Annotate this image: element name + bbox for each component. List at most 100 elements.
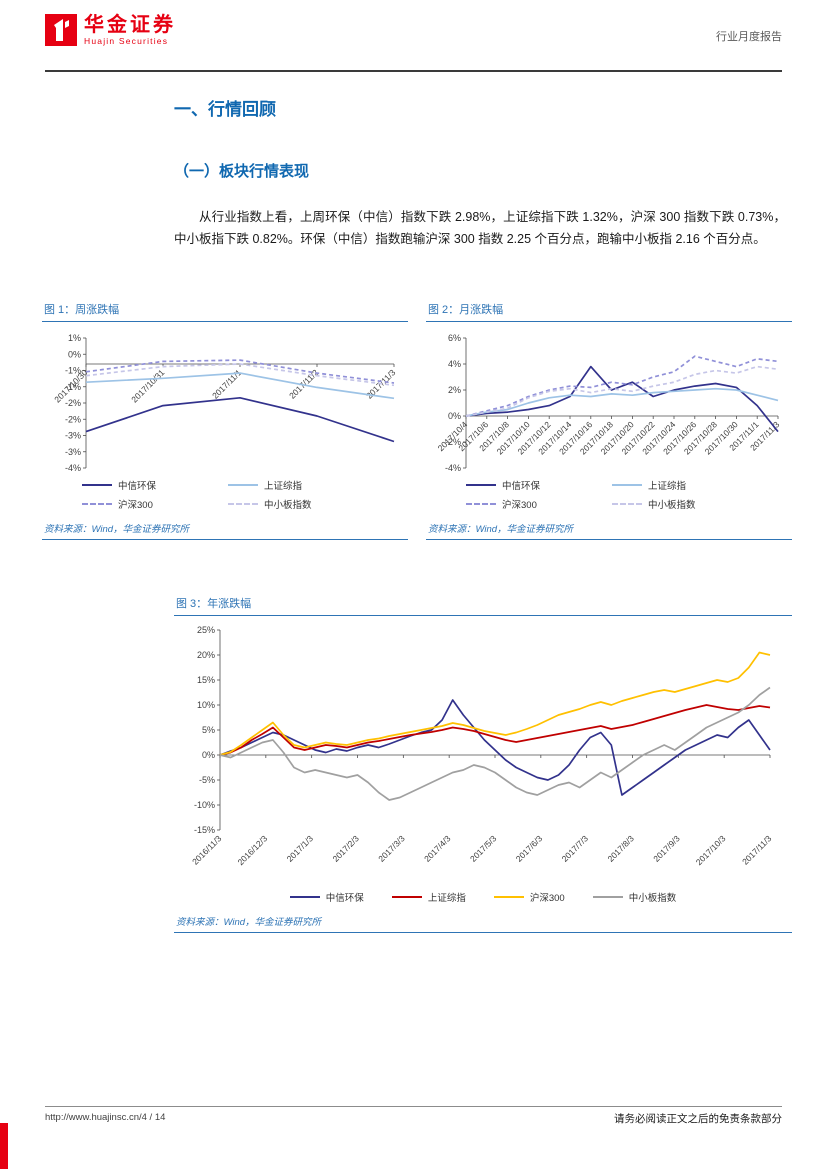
svg-text:-1%: -1% [65, 382, 81, 392]
svg-text:25%: 25% [197, 625, 215, 635]
legend-line-sample [592, 896, 623, 898]
svg-text:2017/11/1: 2017/11/1 [210, 367, 244, 401]
legend-label: 中信环保 [502, 481, 541, 492]
legend-line-sample [466, 484, 496, 486]
svg-text:-4%: -4% [65, 463, 81, 473]
legend-label: 中小板指数 [264, 500, 312, 511]
red-corner-bar [0, 1123, 8, 1169]
legend-item: 中小板指数 [592, 890, 676, 904]
svg-text:2017/7/3: 2017/7/3 [560, 833, 591, 864]
svg-text:2017/10/3: 2017/10/3 [694, 833, 728, 867]
legend-line-sample [612, 484, 642, 486]
legend-line-sample [466, 503, 496, 505]
figure-2-monthly-change: 图 2：月涨跌幅 6% 4% 2% 0% -2% -4% 2017/10/4 2017/10/… [426, 298, 792, 540]
brand-name-cn: 华金证券 [84, 14, 176, 36]
svg-text:-5%: -5% [199, 775, 215, 785]
huajin-logo: 华金证券 Huajin Securities [45, 14, 176, 46]
svg-text:2017/8/3: 2017/8/3 [605, 833, 636, 864]
svg-text:2017/9/3: 2017/9/3 [651, 833, 682, 864]
footer-url[interactable]: http://www.huajinsc.cn/4 / 14 [45, 1112, 166, 1123]
legend-label: 沪深300 [118, 500, 153, 511]
legend-line-sample [289, 896, 320, 898]
legend-label: 沪深300 [502, 500, 537, 511]
figure-3-title: 图 3：年涨跌幅 [174, 592, 792, 616]
legend-item: 中小板指数 [612, 497, 752, 511]
legend-item: 中信环保 [289, 890, 364, 904]
legend-label: 中信环保 [325, 893, 364, 904]
footer-disclaimer: 请务必阅读正文之后的免责条款部分 [614, 1113, 782, 1125]
svg-text:0%: 0% [448, 411, 461, 421]
figure-1-legend: 中信环保 上证综指沪深300 中小板指数 [82, 478, 368, 511]
legend-line-sample [82, 503, 112, 505]
section-title: 一、行情回顾 [174, 100, 276, 119]
yearly-change-chart: 25% 20% 15% 10% 5% 0% -5% -10% -15%2016/11/3 2016… [190, 625, 774, 867]
brand-text: 华金证券 Huajin Securities [84, 14, 176, 46]
legend-line-sample [82, 484, 112, 486]
legend-item: 沪深300 [82, 497, 222, 511]
huajin-logo-icon [45, 14, 77, 46]
page-header: 华金证券 Huajin Securities 行业月度报告 [45, 14, 782, 46]
svg-text:2017/4/3: 2017/4/3 [422, 833, 453, 864]
svg-text:2017/11/3: 2017/11/3 [740, 833, 774, 867]
subsection-title: （一）板块行情表现 [174, 163, 310, 180]
svg-text:2016/11/3: 2016/11/3 [190, 833, 224, 867]
svg-text:2017/5/3: 2017/5/3 [468, 833, 499, 864]
svg-text:2017/10/31: 2017/10/31 [129, 367, 166, 404]
header-divider [45, 70, 782, 72]
legend-line-sample [612, 503, 642, 505]
svg-text:15%: 15% [197, 675, 215, 685]
svg-text:-2%: -2% [65, 414, 81, 424]
legend-item: 上证综指 [228, 478, 368, 492]
svg-text:2016/12/3: 2016/12/3 [235, 833, 269, 867]
svg-text:10%: 10% [197, 700, 215, 710]
svg-text:2%: 2% [448, 385, 461, 395]
footer-divider [45, 1106, 782, 1107]
figure-1-weekly-change: 图 1：周涨跌幅 1% 0% -1% -1% -2% -2% -3% -3% -4% 2017/1… [42, 298, 408, 540]
legend-label: 上证综指 [427, 893, 466, 904]
svg-text:6%: 6% [448, 333, 461, 343]
body-paragraph: 从行业指数上看，上周环保（中信）指数下跌 2.98%，上证综指下跌 1.32%，… [174, 210, 786, 246]
figure-2-legend: 中信环保 上证综指沪深300 中小板指数 [466, 478, 752, 511]
legend-item: 上证综指 [391, 890, 466, 904]
svg-text:2017/6/3: 2017/6/3 [514, 833, 545, 864]
svg-text:2017/1/3: 2017/1/3 [285, 833, 316, 864]
figure-1-title: 图 1：周涨跌幅 [42, 298, 408, 322]
svg-text:-2%: -2% [65, 398, 81, 408]
svg-text:-4%: -4% [445, 463, 461, 473]
figure-3-yearly-change: 图 3：年涨跌幅 25% 20% 15% 10% 5% 0% -5% -10% -15% 2016… [174, 592, 792, 933]
legend-line-sample [493, 896, 524, 898]
legend-label: 沪深300 [529, 893, 565, 904]
figure-2-source: 资料来源：Wind，华金证券研究所 [426, 517, 792, 540]
legend-item: 沪深300 [493, 890, 565, 904]
svg-text:-2%: -2% [445, 437, 461, 447]
legend-item: 中信环保 [82, 478, 222, 492]
legend-item: 上证综指 [612, 478, 752, 492]
svg-text:2017/3/3: 2017/3/3 [376, 833, 407, 864]
svg-text:5%: 5% [202, 725, 215, 735]
figure-3-source: 资料来源：Wind，华金证券研究所 [174, 910, 792, 933]
figure-row: 图 1：周涨跌幅 1% 0% -1% -1% -2% -2% -3% -3% -4% 2017/1… [42, 298, 792, 540]
legend-label: 中信环保 [118, 481, 157, 492]
monthly-change-chart: 6%4%2%0%-2%-4%2017/10/42017/10/62017/10/… [436, 333, 782, 473]
svg-text:2017/2/3: 2017/2/3 [330, 833, 361, 864]
figure-1-source: 资料来源：Wind，华金证券研究所 [42, 517, 408, 540]
legend-line-sample [228, 484, 258, 486]
legend-label: 中小板指数 [648, 500, 696, 511]
figure-3-legend: 中信环保 上证综指 沪深300 中小板指数 [174, 890, 792, 904]
svg-text:4%: 4% [448, 359, 461, 369]
legend-label: 上证综指 [648, 481, 687, 492]
svg-text:0%: 0% [68, 349, 81, 359]
legend-item: 中小板指数 [228, 497, 368, 511]
svg-text:0%: 0% [202, 750, 215, 760]
weekly-change-chart: 1%0%-1%-1%-2%-2%-3%-3%-4%2017/10/30 2017/… [52, 333, 397, 473]
legend-item: 中信环保 [466, 478, 606, 492]
legend-label: 上证综指 [264, 481, 303, 492]
svg-text:-10%: -10% [194, 800, 215, 810]
legend-line-sample [391, 896, 422, 898]
svg-text:20%: 20% [197, 650, 215, 660]
svg-text:-1%: -1% [65, 366, 81, 376]
brand-name-en: Huajin Securities [84, 36, 169, 46]
legend-line-sample [228, 503, 258, 505]
svg-text:-3%: -3% [65, 447, 81, 457]
